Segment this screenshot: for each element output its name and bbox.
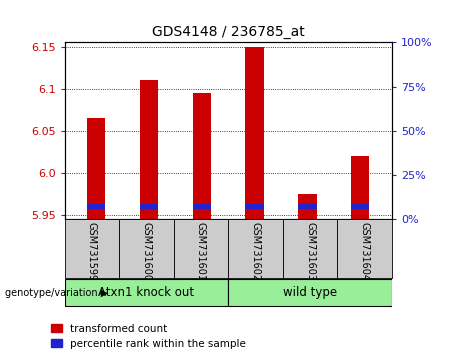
Bar [193,93,211,219]
Legend: transformed count, percentile rank within the sample: transformed count, percentile rank withi… [51,324,246,349]
Bar [87,118,106,219]
Bar [174,219,228,278]
Text: GSM731601: GSM731601 [196,222,206,281]
Bar [228,219,283,278]
Title: GDS4148 / 236785_at: GDS4148 / 236785_at [152,25,305,39]
Bar [140,80,158,219]
Bar [119,219,174,278]
Bar [298,204,317,209]
Text: GSM731604: GSM731604 [360,222,370,281]
Bar [337,219,392,278]
Text: wild type: wild type [283,286,337,299]
Text: genotype/variation ▶: genotype/variation ▶ [5,288,108,298]
Text: GSM731603: GSM731603 [305,222,315,281]
Bar [193,204,211,209]
Bar [298,194,317,219]
Text: GSM731602: GSM731602 [250,222,260,281]
Bar [65,279,228,307]
Bar [245,204,264,209]
Bar [140,204,158,209]
Text: GSM731600: GSM731600 [142,222,151,281]
Bar [87,204,106,209]
Bar [283,219,337,278]
Bar [245,47,264,219]
Text: GSM731599: GSM731599 [87,222,97,281]
Bar [351,156,369,219]
Bar [351,204,369,209]
Text: Atxn1 knock out: Atxn1 knock out [98,286,195,299]
Bar [228,279,392,307]
Bar [65,219,119,278]
